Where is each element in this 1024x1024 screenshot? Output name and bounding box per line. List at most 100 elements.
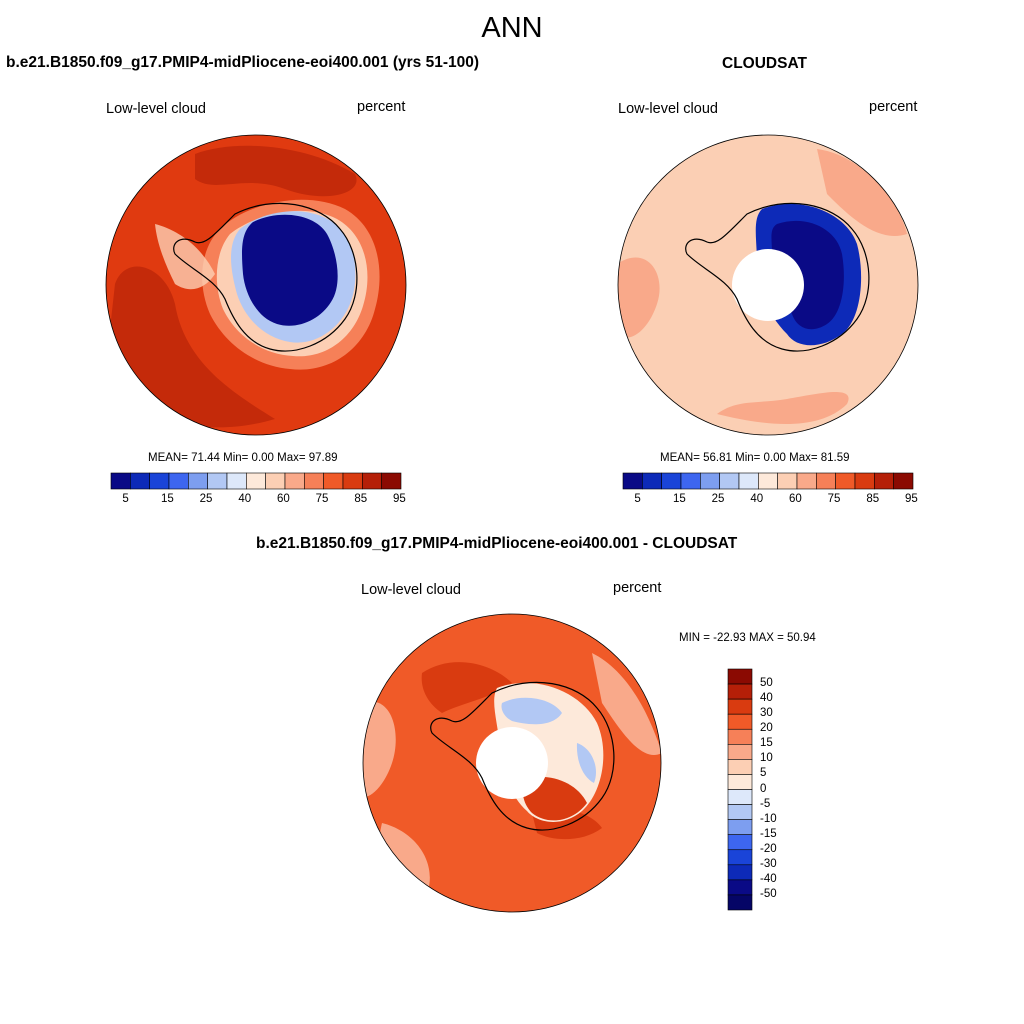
- panel1-colorbar-swatch: [149, 472, 170, 490]
- panel3-colorbar-tick-label: 20: [760, 722, 773, 735]
- panel3-colorbar-swatch: [727, 698, 753, 715]
- panel2-missing-pole: [732, 249, 804, 321]
- panel3-colorbar-tick-label: 40: [760, 692, 773, 705]
- panel3-positive-patch: [522, 776, 587, 821]
- panel2-units: percent: [869, 99, 918, 115]
- panel3-colorbar-tick-label: -30: [760, 857, 777, 870]
- panel1-colorbar-swatch: [246, 472, 266, 490]
- panel1-colorbar-ticks: 5 15 25 40 60 75 85 95: [110, 493, 405, 509]
- panel3-colorbar-tick-label: 50: [760, 677, 773, 690]
- panel3-colorbar-tick-label: -5: [760, 797, 771, 810]
- panel3-units: percent: [613, 580, 662, 596]
- panel2-coastline: [685, 202, 870, 352]
- panel3-stats: MIN = -22.93 MAX = 50.94: [679, 632, 816, 644]
- panel3-colorbar-tick-label: -10: [760, 812, 777, 825]
- panel1-colorbar-swatch: [304, 472, 324, 490]
- panel2-colorbar-swatch: [893, 472, 914, 490]
- panel2-colorbar-swatch: [758, 472, 778, 490]
- panel1-map: [105, 134, 407, 436]
- panel2-colorbar: [622, 472, 914, 490]
- panel1-darker-cloud-band-n: [195, 145, 357, 197]
- panel3-colorbar-swatch: [727, 728, 753, 745]
- panel1-colorbar-swatch: [323, 472, 344, 490]
- panel1-colorbar-tick-label: 60: [277, 493, 290, 505]
- main-title: ANN: [481, 12, 543, 44]
- panel2-colorbar-tick-label: 25: [711, 493, 725, 505]
- panel2-colorbar-tick-label: 95: [905, 493, 918, 505]
- panel3-colorbar: [727, 668, 753, 911]
- panel3-colorbar-swatch: [727, 804, 753, 820]
- panel3-negative-patch: [501, 697, 597, 783]
- panel3-title: b.e21.B1850.f09_g17.PMIP4-midPliocene-eo…: [256, 535, 738, 552]
- panel3-coastline: [430, 681, 615, 831]
- panel1-units: percent: [357, 99, 406, 115]
- panel3-colorbar-tick-label: 30: [760, 707, 773, 720]
- panel2-variable: Low-level cloud: [618, 101, 718, 117]
- panel1-title: b.e21.B1850.f09_g17.PMIP4-midPliocene-eo…: [6, 54, 479, 71]
- panel3-colorbar-swatch: [727, 864, 753, 881]
- panel3-colorbar-tick-label: -50: [760, 887, 777, 900]
- panel3-colorbar-swatch: [727, 849, 753, 866]
- panel2-colorbar-tick-label: 75: [827, 493, 841, 505]
- panel2-colorbar-swatch: [738, 472, 759, 490]
- panel1-colorbar-swatch: [265, 472, 286, 490]
- panel1-colorbar-swatch: [130, 472, 150, 490]
- panel3-colorbar-tick-label: 5: [760, 767, 767, 780]
- panel1-colorbar-swatch: [362, 472, 382, 490]
- panel2-title: CLOUDSAT: [722, 55, 807, 72]
- panel2-colorbar-swatch: [854, 472, 875, 490]
- panel3-map: [362, 613, 662, 913]
- panel3-colorbar-tick-label: 15: [760, 737, 773, 750]
- panel3-colorbar-swatch: [727, 819, 753, 835]
- panel1-variable: Low-level cloud: [106, 101, 206, 117]
- panel3-colorbar-swatch: [727, 879, 753, 896]
- panel3-colorbar-tick-label: -15: [760, 827, 777, 840]
- panel1-colorbar-tick-label: 85: [354, 493, 368, 505]
- panel1-colorbar-tick-label: 25: [199, 493, 213, 505]
- panel1-colorbar-tick-label: 5: [122, 493, 129, 505]
- panel1-colorbar-tick-label: 95: [393, 493, 406, 505]
- panel1-colorbar-tick-label: 75: [315, 493, 329, 505]
- panel3-colorbar-swatch: [727, 668, 753, 685]
- panel1-antarctic-ice: [242, 214, 338, 326]
- panel3-colorbar-tick-label: 10: [760, 752, 773, 765]
- panel3-colorbar-tick-label: -40: [760, 872, 777, 885]
- panel3-colorbar-tick-label: 0: [760, 782, 767, 795]
- panel1-colorbar-swatch: [342, 472, 363, 490]
- panel1-darker-cloud-band-sw: [106, 266, 275, 428]
- panel2-colorbar-swatch: [816, 472, 836, 490]
- panel3-colorbar-swatch: [727, 759, 753, 775]
- panel1-coastline: [173, 202, 358, 352]
- panel1-colorbar-swatch: [381, 472, 402, 490]
- panel2-colorbar-tick-label: 15: [673, 493, 686, 505]
- panel3-missing-pole: [476, 727, 548, 799]
- panel3-colorbar-swatch: [727, 834, 753, 851]
- panel2-map: [617, 134, 919, 436]
- panel2-colorbar-swatch: [700, 472, 720, 490]
- panel3-dark-patches: [421, 662, 602, 840]
- panel3-colorbar-swatch: [727, 713, 753, 730]
- panel2-colorbar-swatch: [796, 472, 817, 490]
- panel2-colorbar-tick-label: 60: [789, 493, 802, 505]
- panel1-colorbar-swatch: [110, 472, 131, 490]
- panel3-colorbar-swatch: [727, 894, 753, 911]
- panel3-colorbar-ticks: 50 40 30 20 15 10 5 0 -5 -10 -15 -20 -30 -40 -50: [758, 668, 798, 911]
- panel2-colorbar-ticks: 5 15 25 40 60 75 85 95: [622, 493, 917, 509]
- panel1-colorbar-swatch: [207, 472, 228, 490]
- panel3-colorbar-swatch: [727, 789, 753, 805]
- panel3-variable: Low-level cloud: [361, 582, 461, 598]
- panel3-colorbar-swatch: [727, 683, 753, 700]
- panel2-colorbar-swatch: [680, 472, 701, 490]
- panel2-colorbar-swatch: [622, 472, 643, 490]
- panel2-colorbar-swatch: [874, 472, 894, 490]
- panel3-colorbar-swatch: [727, 744, 753, 760]
- panel1-colorbar-swatch: [188, 472, 208, 490]
- panel2-colorbar-tick-label: 40: [750, 493, 764, 505]
- panel3-colorbar-tick-label: -20: [760, 842, 777, 855]
- panel1-colorbar-swatch: [284, 472, 305, 490]
- panel2-colorbar-swatch: [835, 472, 856, 490]
- panel2-colorbar-swatch: [777, 472, 798, 490]
- panel1-colorbar: [110, 472, 402, 490]
- panel2-colorbar-tick-label: 5: [634, 493, 641, 505]
- panel1-colorbar-swatch: [168, 472, 189, 490]
